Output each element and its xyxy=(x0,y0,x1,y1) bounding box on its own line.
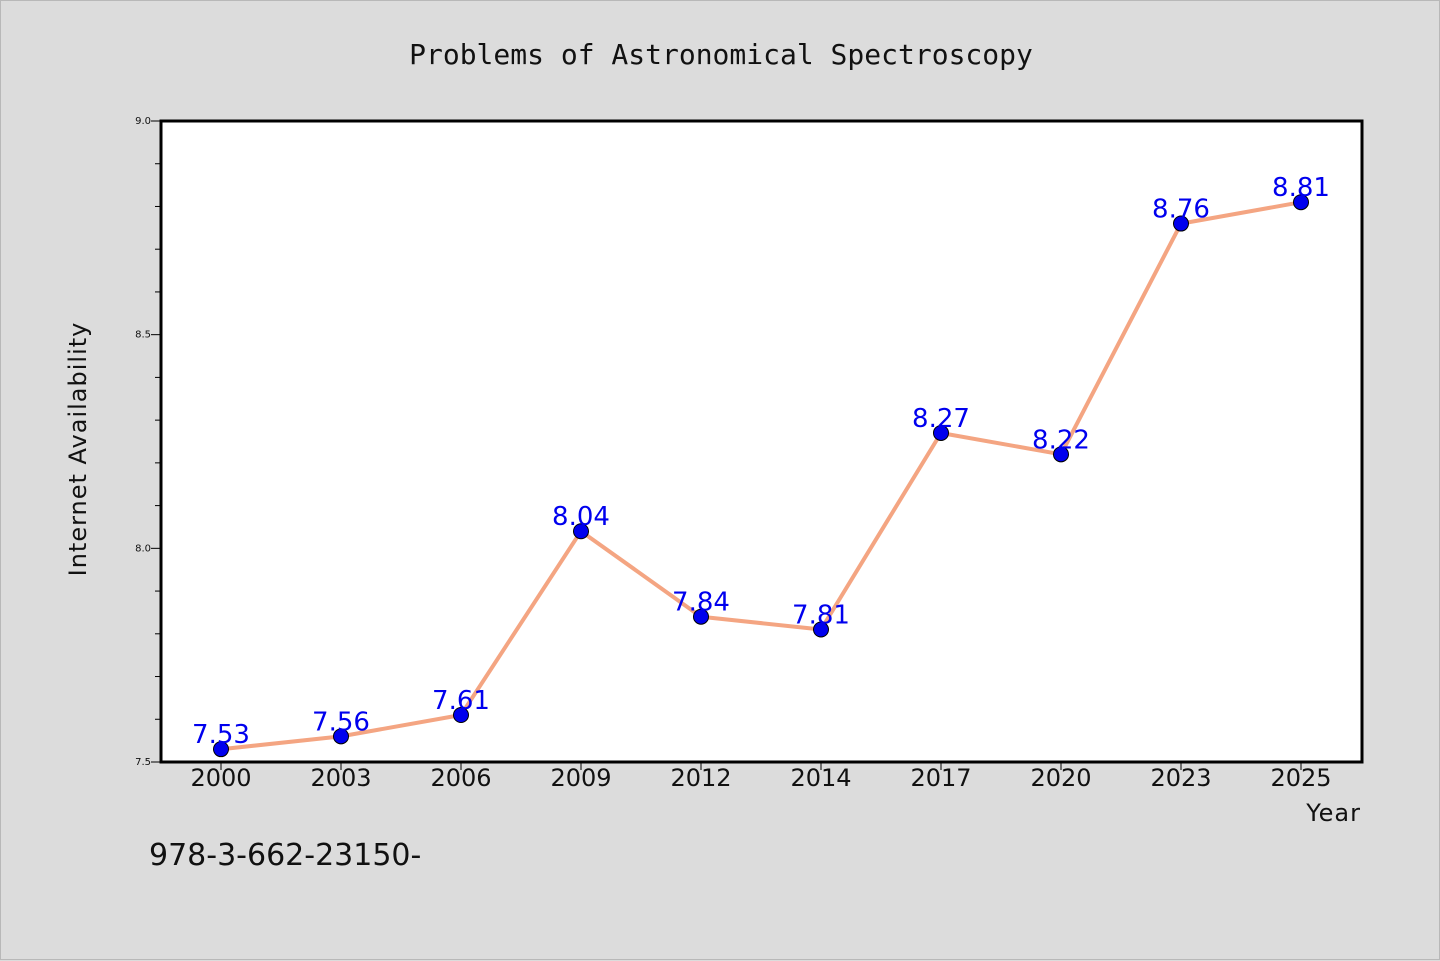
data-label: 7.84 xyxy=(672,588,730,618)
x-tick-label: 2014 xyxy=(790,764,851,792)
data-points xyxy=(213,194,1309,758)
data-point xyxy=(693,608,709,625)
data-label: 7.61 xyxy=(432,686,490,716)
x-tick-label: 2006 xyxy=(430,764,491,792)
x-tick-label: 2012 xyxy=(670,764,731,792)
x-tick-label: 2017 xyxy=(910,764,971,792)
x-tick-label: 2025 xyxy=(1270,764,1331,792)
data-label: 8.04 xyxy=(552,502,610,532)
x-axis-ticks: 2000 2003 2006 2009 2012 2014 2017 2020 2023 2025 xyxy=(190,762,1332,792)
isbn-text: 978-3-662-23150- xyxy=(149,838,421,873)
y-tick-label: 7.5 xyxy=(135,757,151,768)
y-axis-label: Internet Availability xyxy=(64,322,92,577)
data-label: 8.81 xyxy=(1272,173,1330,203)
y-tick-label: 8.0 xyxy=(135,543,151,554)
data-label: 7.53 xyxy=(192,720,250,750)
x-tick-label: 2000 xyxy=(190,764,251,792)
data-point xyxy=(1293,194,1309,211)
data-label: 8.76 xyxy=(1152,195,1210,225)
data-labels: 7.53 7.56 7.61 8.04 7.84 7.81 8.27 8.22 8.76 8.81 xyxy=(192,173,1330,750)
data-label: 8.27 xyxy=(912,404,970,434)
x-axis-label: Year xyxy=(1305,799,1361,827)
y-axis-ticks: 7.5 8.0 8.5 9.0 xyxy=(135,116,161,768)
data-point xyxy=(1053,446,1069,463)
x-tick-label: 2009 xyxy=(550,764,611,792)
data-point xyxy=(813,621,829,638)
series-line xyxy=(219,200,1303,752)
data-label: 8.22 xyxy=(1032,425,1090,455)
data-point xyxy=(333,728,349,745)
y-tick-label: 9.0 xyxy=(135,116,151,127)
y-tick-label: 8.5 xyxy=(135,330,151,341)
x-tick-label: 2023 xyxy=(1150,764,1211,792)
data-label: 7.56 xyxy=(312,707,370,737)
chart-title: Problems of Astronomical Spectroscopy xyxy=(409,38,1033,71)
data-label: 7.81 xyxy=(792,601,850,631)
data-point xyxy=(933,424,949,441)
plot-area xyxy=(159,119,1364,764)
x-tick-label: 2020 xyxy=(1030,764,1091,792)
data-point xyxy=(1173,215,1189,232)
data-point xyxy=(213,741,229,758)
x-tick-label: 2003 xyxy=(310,764,371,792)
data-point xyxy=(573,523,589,540)
data-point xyxy=(453,706,469,723)
